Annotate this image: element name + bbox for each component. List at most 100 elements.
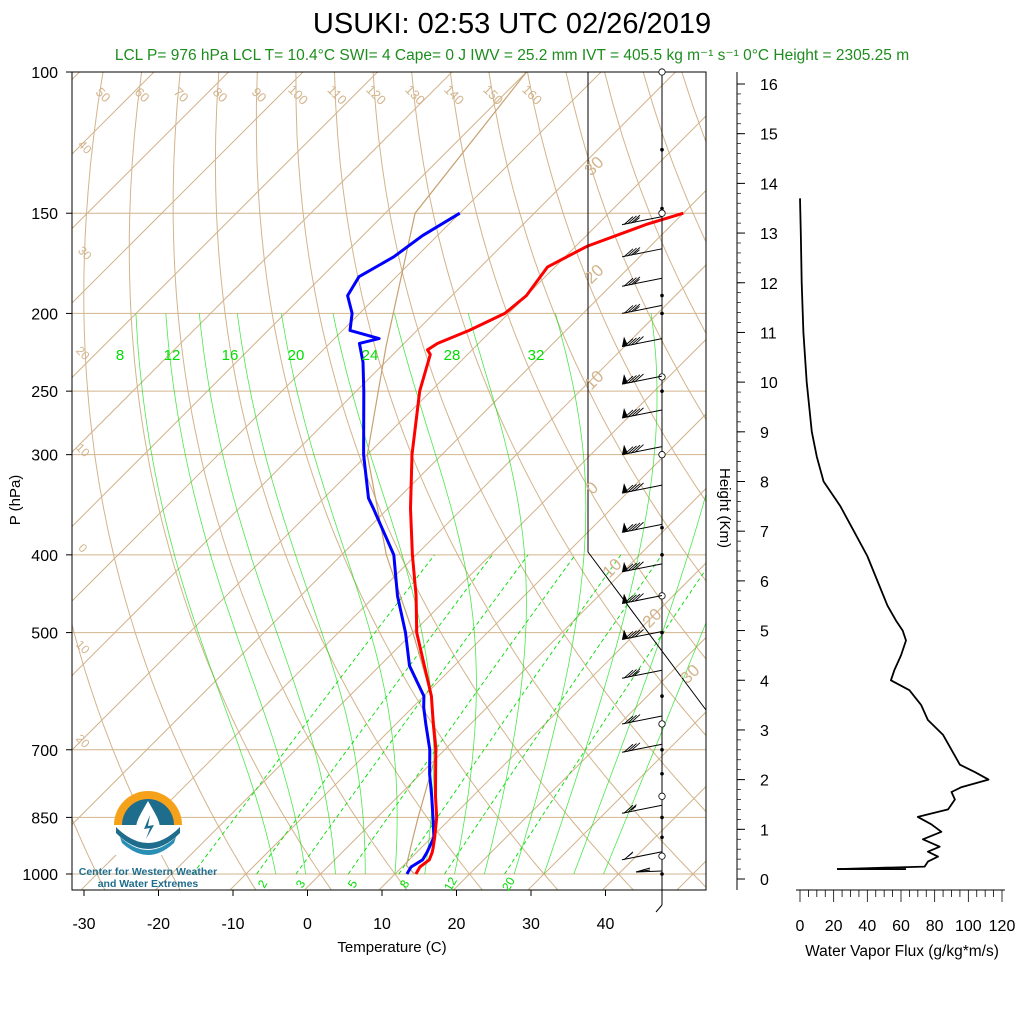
barb-feather [630, 374, 641, 384]
barb-feather [630, 593, 641, 603]
wind-barb [621, 482, 663, 494]
barb-staff [621, 851, 663, 861]
logo-line-1: Center for Western Weather [78, 866, 218, 878]
barb-feather [627, 247, 637, 257]
isotherm [72, 72, 602, 602]
isotherm-label: 90 [249, 84, 270, 105]
level-marker-dot [660, 835, 664, 840]
barb-feather [630, 522, 641, 532]
flux-tick-label: 0 [796, 918, 805, 935]
isotherm [303, 487, 706, 890]
barb-feather [623, 338, 634, 347]
sounding-indices: LCL P= 976 hPa LCL T= 10.4°C SWI= 4 Cape… [114, 47, 910, 64]
barb-feather [623, 305, 634, 314]
level-marker-circle [658, 209, 666, 217]
mixing-ratio-line [398, 554, 622, 875]
dry-adiabat [83, 72, 257, 890]
skewt-right-boundary [587, 72, 707, 711]
moist-adiabat [467, 313, 527, 875]
pressure-tick-label: 250 [31, 384, 58, 401]
level-marker-circle [658, 792, 666, 800]
dry-adiabat [821, 35, 1024, 891]
level-marker-dot [660, 147, 664, 152]
moist-adiabat [198, 313, 336, 875]
isotherm [601, 785, 706, 890]
mixing-ratio-line [504, 568, 706, 875]
barb-feather [634, 278, 640, 284]
mixing-ratio-bottom-label: 8 [397, 877, 413, 890]
mixing-ratio-line [347, 554, 576, 875]
height-tick-label: 15 [760, 127, 778, 144]
barb-feather [635, 867, 651, 873]
wind-barb [621, 247, 663, 258]
wind-barb [621, 214, 663, 226]
barb-feather [630, 214, 641, 224]
moist-adiabat [394, 313, 477, 875]
dry-adiabat [172, 72, 408, 890]
level-marker-circle [658, 720, 666, 728]
barb-feather [623, 216, 634, 225]
barb-feather [623, 669, 634, 679]
temperature-right-label: 20 [639, 605, 666, 632]
flux-y-axis-label: Height (Km) [716, 468, 733, 548]
barb-feather [634, 217, 640, 222]
level-marker-circle [658, 451, 666, 459]
flux-tick-label: 100 [955, 918, 982, 935]
isotherm [154, 338, 706, 890]
pressure-tick-label: 150 [31, 206, 58, 223]
height-tick-label: 1 [760, 822, 769, 839]
level-marker-dot [660, 389, 664, 393]
flux-tick-label: 120 [989, 918, 1016, 935]
height-tick-label: 3 [760, 723, 769, 740]
wind-barb [621, 629, 663, 640]
barb-feather [627, 562, 637, 572]
dry-adiabat [604, 72, 706, 335]
temperature-tick-label: 10 [373, 916, 391, 933]
height-tick-label: 6 [760, 574, 769, 591]
dry-adiabat [526, 72, 706, 503]
dry-adiabat [72, 622, 182, 890]
temperature-tick-label: 40 [597, 916, 615, 933]
mixing-ratio-label: 16 [222, 347, 239, 364]
level-marker-dot [660, 694, 664, 698]
barb-feather [627, 523, 637, 533]
barb-feather [627, 852, 633, 858]
barb-feather [634, 306, 640, 311]
barb-feather [634, 407, 644, 417]
dry-adiabat [642, 72, 706, 243]
wind-barb [621, 373, 663, 385]
moist-adiabat [513, 313, 587, 875]
temperature-tick-label: -10 [221, 916, 244, 933]
temperature-right-label: 10 [581, 367, 608, 394]
height-tick-label: 2 [760, 773, 769, 790]
barb-feather [627, 630, 637, 640]
barb-pennant [622, 522, 628, 533]
level-marker-circle [658, 68, 666, 76]
temperature-right-label: 10 [599, 555, 626, 582]
isotherm-label: 150 [480, 82, 506, 108]
barb-feather [623, 409, 634, 419]
isotherm [72, 189, 706, 826]
pressure-tick-label: 200 [31, 306, 58, 323]
flux-tick-label: 80 [926, 918, 944, 935]
temperature-right-label: 0 [582, 478, 602, 498]
mixing-ratio-line [256, 554, 493, 875]
moist-adiabat [543, 313, 658, 875]
level-marker-dot [660, 771, 664, 776]
isotherm [751, 35, 1024, 891]
barb-feather [634, 521, 644, 531]
cw3e-logo [110, 791, 186, 855]
isotherm-label: 130 [402, 82, 428, 108]
dry-adiabat-label: 30 [75, 243, 95, 263]
flux-x-axis-label: Water Vapor Flux (g/kg*m/s) [805, 943, 999, 960]
dry-adiabat [411, 72, 706, 737]
barb-pennant [622, 444, 628, 455]
wind-barb [621, 561, 663, 573]
wind-barb [621, 407, 663, 419]
barb-feather [630, 742, 641, 752]
temperature-right-label: 20 [581, 261, 608, 288]
dry-adiabat [565, 72, 706, 421]
level-marker-dot [660, 815, 664, 820]
temperature-tick-label: 0 [303, 916, 312, 933]
skewt-profiles [346, 72, 684, 875]
